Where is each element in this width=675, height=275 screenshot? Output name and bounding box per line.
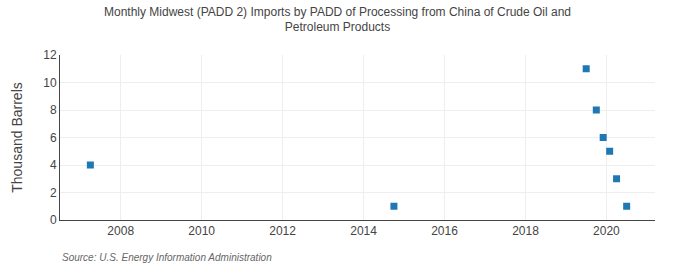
svg-text:2014: 2014 xyxy=(350,224,377,238)
svg-text:2: 2 xyxy=(50,186,57,200)
svg-text:2008: 2008 xyxy=(107,224,134,238)
svg-text:6: 6 xyxy=(50,131,57,145)
svg-text:8: 8 xyxy=(50,103,57,117)
svg-text:2020: 2020 xyxy=(593,224,620,238)
svg-text:Monthly Midwest (PADD 2) Impor: Monthly Midwest (PADD 2) Imports by PADD… xyxy=(104,5,571,35)
svg-text:2012: 2012 xyxy=(269,224,296,238)
svg-text:Thousand Barrels: Thousand Barrels xyxy=(9,82,25,193)
svg-text:2018: 2018 xyxy=(512,224,539,238)
svg-text:2016: 2016 xyxy=(431,224,458,238)
svg-text:Source: U.S. Energy Informatio: Source: U.S. Energy Information Administ… xyxy=(62,252,272,263)
svg-text:2010: 2010 xyxy=(188,224,215,238)
svg-text:12: 12 xyxy=(43,48,57,62)
svg-text:0: 0 xyxy=(50,213,57,227)
svg-text:4: 4 xyxy=(50,158,57,172)
svg-text:10: 10 xyxy=(43,76,57,90)
